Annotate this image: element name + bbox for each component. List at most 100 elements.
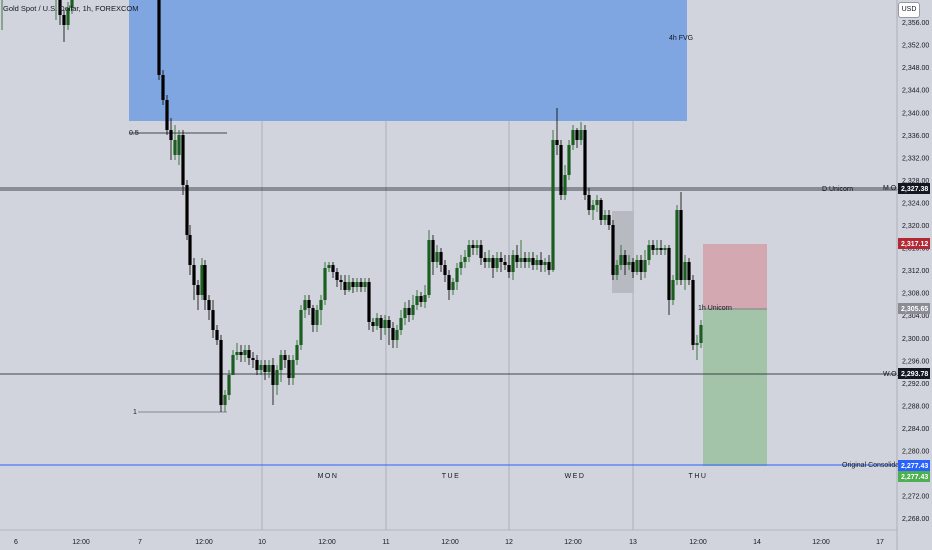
stop-price-tag-text: 2,317.12 <box>901 241 928 248</box>
candlestick <box>655 240 659 255</box>
candlestick <box>267 360 271 378</box>
candlestick <box>451 278 455 295</box>
price-tick-label: 2,324.00 <box>902 200 929 207</box>
candlestick <box>70 0 74 14</box>
candlestick <box>695 335 699 360</box>
candlestick <box>359 278 363 292</box>
candlestick <box>343 275 347 295</box>
candlestick <box>263 360 267 380</box>
candlestick <box>279 350 283 382</box>
candlestick <box>491 255 495 278</box>
candlestick <box>399 310 403 335</box>
candlestick <box>495 252 499 272</box>
candlestick <box>299 305 303 350</box>
candlestick <box>671 275 675 305</box>
candlestick <box>367 278 371 330</box>
time-tick-label: 12:00 <box>72 539 90 546</box>
time-tick-label: 11 <box>382 539 389 546</box>
time-tick-label: 12:00 <box>689 539 707 546</box>
candlestick <box>375 313 379 330</box>
mo-label: M.O. <box>883 185 898 192</box>
candlestick <box>559 140 563 200</box>
candlestick <box>188 225 192 275</box>
current-price-tag-text: 2,277.43 <box>901 474 928 481</box>
candlestick <box>427 230 431 298</box>
price-axis[interactable]: 2,356.00 2,352.00 2,348.00 2,344.00 2,340.00… <box>902 20 929 523</box>
candlestick <box>271 358 275 405</box>
price-tick-label: 2,344.00 <box>902 88 929 95</box>
wo-price-tag: 2,293.78 <box>898 368 930 379</box>
stop-price-tag: 2,317.12 <box>898 238 930 249</box>
candlestick <box>315 305 319 332</box>
candlestick <box>185 180 189 240</box>
candlestick <box>471 240 475 255</box>
candlestick <box>371 318 375 332</box>
take-profit-zone[interactable] <box>703 309 767 466</box>
candlestick <box>463 250 467 268</box>
candlestick <box>659 240 663 255</box>
candlestick <box>173 125 177 160</box>
candles <box>1 0 703 412</box>
candlestick <box>591 200 595 220</box>
candlestick <box>639 255 643 280</box>
candlestick <box>227 370 231 400</box>
candlestick <box>379 315 383 340</box>
candlestick <box>631 258 635 278</box>
fvg-zone[interactable] <box>129 0 687 121</box>
candlestick <box>235 343 239 360</box>
candlestick <box>459 255 463 275</box>
candlestick <box>200 258 204 300</box>
stop-loss-zone[interactable] <box>703 244 767 309</box>
candlestick <box>539 252 543 272</box>
candlestick <box>251 352 255 368</box>
candlestick <box>319 295 323 325</box>
time-axis[interactable]: 6 12:00 7 12:00 10 12:00 11 12:00 12 12:00 13 12:00… <box>14 539 884 546</box>
time-tick-label: 12:00 <box>195 539 213 546</box>
day-label: TUE <box>442 473 461 480</box>
price-tick-label: 2,340.00 <box>902 110 929 117</box>
price-tick-label: 2,304.00 <box>902 313 929 320</box>
candlestick <box>483 252 487 268</box>
candlestick <box>607 210 611 230</box>
currency-button[interactable]: USD <box>898 2 920 18</box>
candlestick <box>347 275 351 292</box>
candlestick <box>691 275 695 350</box>
consolidation-box[interactable] <box>612 211 634 293</box>
candlestick <box>547 255 551 275</box>
candlestick <box>287 355 291 385</box>
price-tick-label: 2,332.00 <box>902 155 929 162</box>
candlestick <box>323 262 327 305</box>
price-tick-label: 2,352.00 <box>902 43 929 50</box>
symbol-title[interactable]: Gold Spot / U.S. Dollar, 1h, FOREXCOM <box>3 4 138 13</box>
candlestick <box>223 390 227 412</box>
candlestick <box>331 262 335 278</box>
price-tick-label: 2,316.00 <box>902 246 929 253</box>
candlestick <box>583 125 587 200</box>
candlestick <box>615 260 619 280</box>
candlestick <box>619 245 623 270</box>
candlestick <box>647 240 651 265</box>
time-tick-label: 10 <box>258 539 266 546</box>
time-tick-label: 7 <box>138 539 142 546</box>
candlestick <box>247 345 251 365</box>
time-tick-label: 6 <box>14 539 18 546</box>
candlestick <box>519 240 523 268</box>
candlestick <box>1 0 3 30</box>
candlestick <box>243 345 247 362</box>
candlestick <box>411 295 415 320</box>
candlestick <box>687 258 691 285</box>
candlestick <box>275 365 279 395</box>
candlestick <box>295 340 299 365</box>
price-tick-label: 2,284.00 <box>902 426 929 433</box>
candlestick <box>667 245 671 315</box>
candlestick <box>327 262 331 272</box>
candlestick <box>563 165 567 200</box>
candlestick <box>211 300 215 338</box>
candlestick <box>595 195 599 212</box>
candlestick <box>62 10 66 42</box>
price-tick-label: 2,288.00 <box>902 403 929 410</box>
candlestick <box>511 250 515 280</box>
current-price-tag: 2,277.43 <box>898 471 930 482</box>
